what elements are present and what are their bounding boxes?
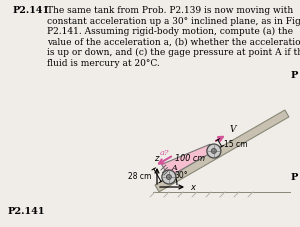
Text: constant acceleration up a 30° inclined plane, as in Fig.: constant acceleration up a 30° inclined … [47,16,300,25]
Text: The same tank from Prob. P2.139 is now moving with: The same tank from Prob. P2.139 is now m… [47,6,293,15]
Text: P2.141: P2.141 [13,6,50,15]
Text: P: P [291,173,298,182]
Text: 100 cm: 100 cm [175,153,205,162]
Text: 15 cm: 15 cm [224,139,248,148]
Text: x: x [190,183,195,192]
Text: A: A [172,163,178,171]
Text: V: V [229,125,236,134]
Text: P: P [291,71,298,80]
Text: fluid is mercury at 20°C.: fluid is mercury at 20°C. [47,58,160,67]
Polygon shape [162,145,214,177]
Circle shape [212,149,216,154]
Circle shape [167,175,171,180]
Text: z: z [154,153,158,162]
Text: P2.141. Assuming rigid-body motion, compute (a) the: P2.141. Assuming rigid-body motion, comp… [47,27,293,36]
Text: is up or down, and (c) the gage pressure at point A if the: is up or down, and (c) the gage pressure… [47,48,300,57]
Polygon shape [155,111,289,192]
Text: 30°: 30° [174,170,188,179]
Text: 28 cm: 28 cm [128,171,152,180]
Circle shape [162,170,176,184]
Text: a?: a? [159,148,169,156]
Circle shape [207,144,221,158]
Text: value of the acceleration a, (b) whether the acceleration: value of the acceleration a, (b) whether… [47,37,300,46]
Text: P2.141: P2.141 [8,206,46,215]
